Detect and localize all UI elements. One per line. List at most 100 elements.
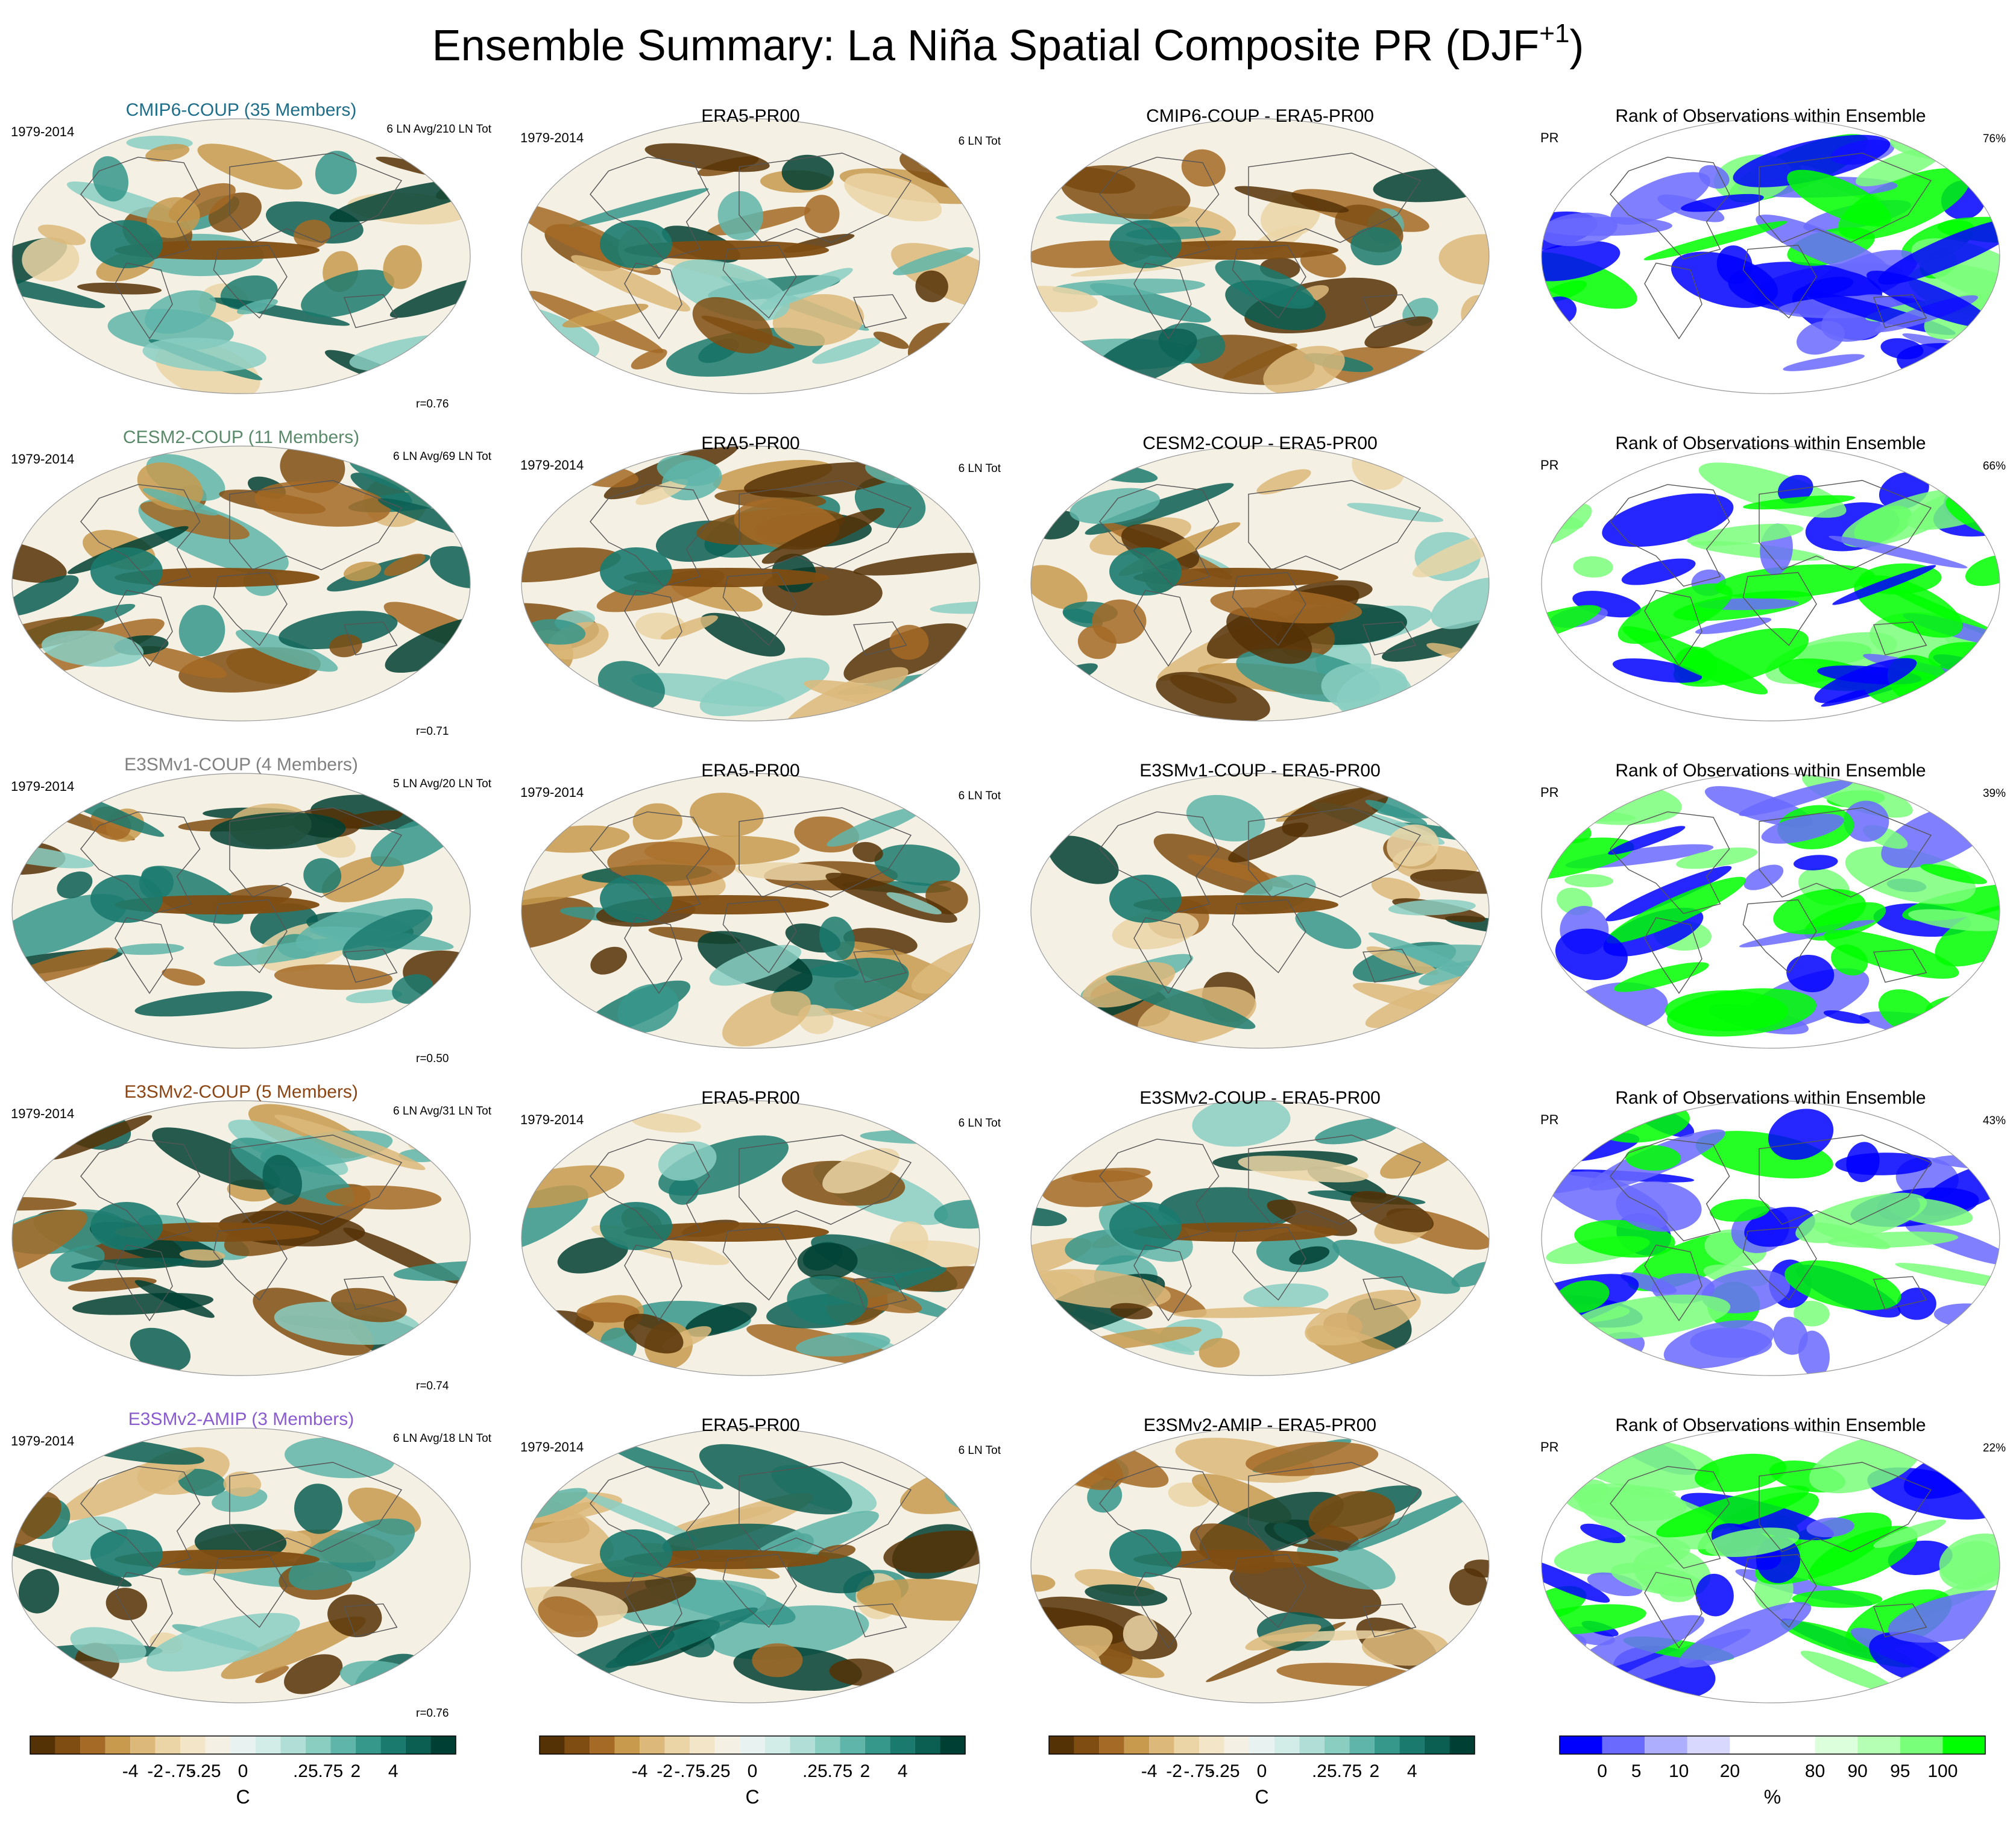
panel-count: 6 LN Tot xyxy=(959,1444,1001,1457)
panel-period: 1979-2014 xyxy=(520,1112,584,1127)
panel-count: 6 LN Tot xyxy=(959,135,1001,148)
colorbar-tick-label: .25 xyxy=(802,1761,828,1781)
colorbar-tick-label: 0 xyxy=(748,1761,758,1781)
colorbar-tick-label: -.25 xyxy=(1209,1761,1240,1781)
rank-percentage: 22% xyxy=(1983,1442,2006,1454)
panel-count: 6 LN Tot xyxy=(959,462,1001,475)
map-panel: E3SMv2-AMIP - ERA5-PR00 xyxy=(1030,1415,1490,1703)
panel-title: Rank of Observations within Ensemble xyxy=(1615,761,1926,781)
panel-title: E3SMv2-COUP - ERA5-PR00 xyxy=(1139,1088,1381,1108)
panel-row: E3SMv2-COUP (5 Members) 1979-2014 6 LN Avg… xyxy=(11,1082,2006,1392)
panel-title: E3SMv2-AMIP - ERA5-PR00 xyxy=(1144,1415,1376,1435)
map-panel: E3SMv2-COUP (5 Members) 1979-2014 6 LN Avg… xyxy=(11,1082,492,1392)
colorbar: -4 -2 -.75-.25 0 .25.75 2 4 C xyxy=(30,1735,456,1808)
map-panel: CESM2-COUP - ERA5-PR00 xyxy=(1030,433,1490,722)
panel-title: ERA5-PR00 xyxy=(701,1415,799,1435)
panel-title: CMIP6-COUP - ERA5-PR00 xyxy=(1146,106,1374,126)
colorbar-tick-label: -.75 xyxy=(674,1761,705,1781)
colorbar-tick-label: 100 xyxy=(1927,1761,1958,1781)
panel-period: 1979-2014 xyxy=(11,451,74,467)
colorbar-unit-label: C xyxy=(1255,1786,1268,1808)
colorbar-tick-label: -2 xyxy=(657,1761,673,1781)
panel-count: 5 LN Avg/20 LN Tot xyxy=(393,778,492,790)
panel-period: 1979-2014 xyxy=(11,1106,74,1121)
panel-title: E3SMv1-COUP (4 Members) xyxy=(124,755,358,775)
colorbar-tick-label: 90 xyxy=(1848,1761,1868,1781)
panel-title: Rank of Observations within Ensemble xyxy=(1615,433,1926,453)
panel-count: 6 LN Tot xyxy=(959,790,1001,802)
colorbar-tick-label: .25 xyxy=(293,1761,318,1781)
panel-count: 6 LN Avg/69 LN Tot xyxy=(393,450,492,463)
panel-title: Rank of Observations within Ensemble xyxy=(1615,106,1926,126)
panel-title: E3SMv2-AMIP (3 Members) xyxy=(128,1409,354,1429)
panel-row: E3SMv2-AMIP (3 Members) 1979-2014 6 LN Avg… xyxy=(11,1409,2006,1720)
colorbar-unit-label: C xyxy=(236,1786,250,1808)
panel-title: ERA5-PR00 xyxy=(701,106,799,126)
colorbar-tick-label: 10 xyxy=(1669,1761,1689,1781)
colorbar-tick-label: 0 xyxy=(1597,1761,1607,1781)
pattern-correlation: r=0.76 xyxy=(416,1707,449,1720)
colorbar-tick-label: -.75 xyxy=(165,1761,196,1781)
rank-percentage: 76% xyxy=(1983,133,2006,145)
panel-count: 6 LN Tot xyxy=(959,1117,1001,1130)
panel-title: CMIP6-COUP (35 Members) xyxy=(126,100,357,120)
rank-percentage: 66% xyxy=(1983,460,2006,473)
panel-row: CESM2-COUP (11 Members) 1979-2014 6 LN Avg… xyxy=(11,427,2006,738)
map-panel: E3SMv2-AMIP (3 Members) 1979-2014 6 LN Avg… xyxy=(11,1409,492,1720)
map-panel: E3SMv2-COUP - ERA5-PR00 xyxy=(1030,1088,1490,1376)
panel-title: ERA5-PR00 xyxy=(701,761,799,781)
panel-title: ERA5-PR00 xyxy=(701,1088,799,1108)
colorbar-tick-label: -.75 xyxy=(1183,1761,1215,1781)
map-panel: Rank of Observations within Ensemble PR 39… xyxy=(1540,761,2006,1049)
map-panel: Rank of Observations within Ensemble PR 66… xyxy=(1540,433,2006,722)
colorbar-tick-label: 4 xyxy=(1407,1761,1417,1781)
map-panel: ERA5-PR00 1979-2014 6 LN Tot xyxy=(520,1415,1001,1703)
colorbar: -4 -2 -.75-.25 0 .25.75 2 4 C xyxy=(1048,1735,1475,1808)
pattern-correlation: r=0.76 xyxy=(416,398,449,410)
colorbar: 0 5 10 20 80 90 95 100% xyxy=(1559,1735,1986,1808)
pattern-correlation: r=0.71 xyxy=(416,725,449,738)
colorbar-tick-label: -4 xyxy=(122,1761,139,1781)
rank-percentage: 43% xyxy=(1983,1115,2006,1127)
colorbar-tick-label: 0 xyxy=(1257,1761,1267,1781)
map-panel: E3SMv1-COUP - ERA5-PR00 xyxy=(1030,761,1490,1049)
colorbar-tick-label: 20 xyxy=(1720,1761,1740,1781)
colorbar-tick-label: 2 xyxy=(1370,1761,1380,1781)
colorbar-tick-label: -.25 xyxy=(699,1761,731,1781)
colorbar-tick-label: 4 xyxy=(388,1761,398,1781)
colorbar-tick-label: .75 xyxy=(827,1761,852,1781)
map-panel: CMIP6-COUP (35 Members) 1979-2014 6 LN Avg… xyxy=(11,100,492,410)
pattern-correlation: r=0.74 xyxy=(416,1380,449,1392)
panel-period: 1979-2014 xyxy=(520,130,584,145)
panel-period: 1979-2014 xyxy=(520,785,584,800)
colorbar-unit-label: C xyxy=(745,1786,759,1808)
panel-variable: PR xyxy=(1540,130,1559,145)
colorbar-tick-label: 80 xyxy=(1805,1761,1825,1781)
colorbar-tick-label: .75 xyxy=(318,1761,343,1781)
panel-variable: PR xyxy=(1540,458,1559,473)
colorbar-tick-label: .25 xyxy=(1312,1761,1337,1781)
map-panel: CESM2-COUP (11 Members) 1979-2014 6 LN Avg… xyxy=(11,427,492,738)
colorbar-tick-label: -.25 xyxy=(190,1761,221,1781)
colorbar-tick-label: -4 xyxy=(632,1761,648,1781)
colorbar-tick-label: 4 xyxy=(898,1761,908,1781)
panel-title: Rank of Observations within Ensemble xyxy=(1615,1088,1926,1108)
colorbar-tick-label: 2 xyxy=(860,1761,871,1781)
panel-title: CESM2-COUP (11 Members) xyxy=(123,427,359,447)
panel-variable: PR xyxy=(1540,785,1559,800)
map-panel: E3SMv1-COUP (4 Members) 1979-2014 5 LN Avg… xyxy=(11,755,492,1065)
map-panel: Rank of Observations within Ensemble PR 43… xyxy=(1540,1088,2006,1376)
colorbar-unit-label: % xyxy=(1764,1786,1781,1808)
panel-count: 6 LN Avg/18 LN Tot xyxy=(393,1432,492,1445)
panel-period: 1979-2014 xyxy=(520,458,584,473)
panel-variable: PR xyxy=(1540,1439,1559,1454)
map-panel: ERA5-PR00 1979-2014 6 LN Tot xyxy=(520,106,1001,394)
panel-title: Rank of Observations within Ensemble xyxy=(1615,1415,1926,1435)
map-panel: ERA5-PR00 1979-2014 6 LN Tot xyxy=(520,1088,1001,1376)
figure-title: Ensemble Summary: La Niña Spatial Compos… xyxy=(432,19,1584,70)
panel-period: 1979-2014 xyxy=(11,124,74,139)
map-panel: Rank of Observations within Ensemble PR 22… xyxy=(1540,1415,2006,1703)
panel-title: E3SMv1-COUP - ERA5-PR00 xyxy=(1139,761,1381,781)
panel-variable: PR xyxy=(1540,1112,1559,1127)
